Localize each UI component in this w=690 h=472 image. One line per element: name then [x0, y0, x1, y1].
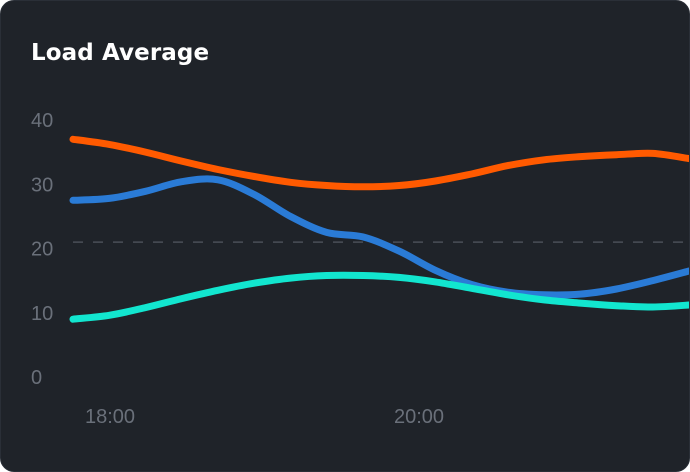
- y-tick-label: 20: [31, 239, 53, 261]
- y-tick-label: 10: [31, 303, 53, 325]
- series-line-1: [69, 175, 689, 299]
- chart-title: Load Average: [31, 40, 210, 66]
- series-line-2: [69, 271, 689, 323]
- y-tick-label: 30: [31, 174, 53, 196]
- x-tick-label: 18:00: [85, 406, 135, 428]
- series-line-0: [69, 135, 689, 191]
- y-tick-label: 40: [31, 110, 53, 132]
- x-tick-label: 20:00: [394, 406, 444, 428]
- y-tick-label: 0: [31, 367, 42, 389]
